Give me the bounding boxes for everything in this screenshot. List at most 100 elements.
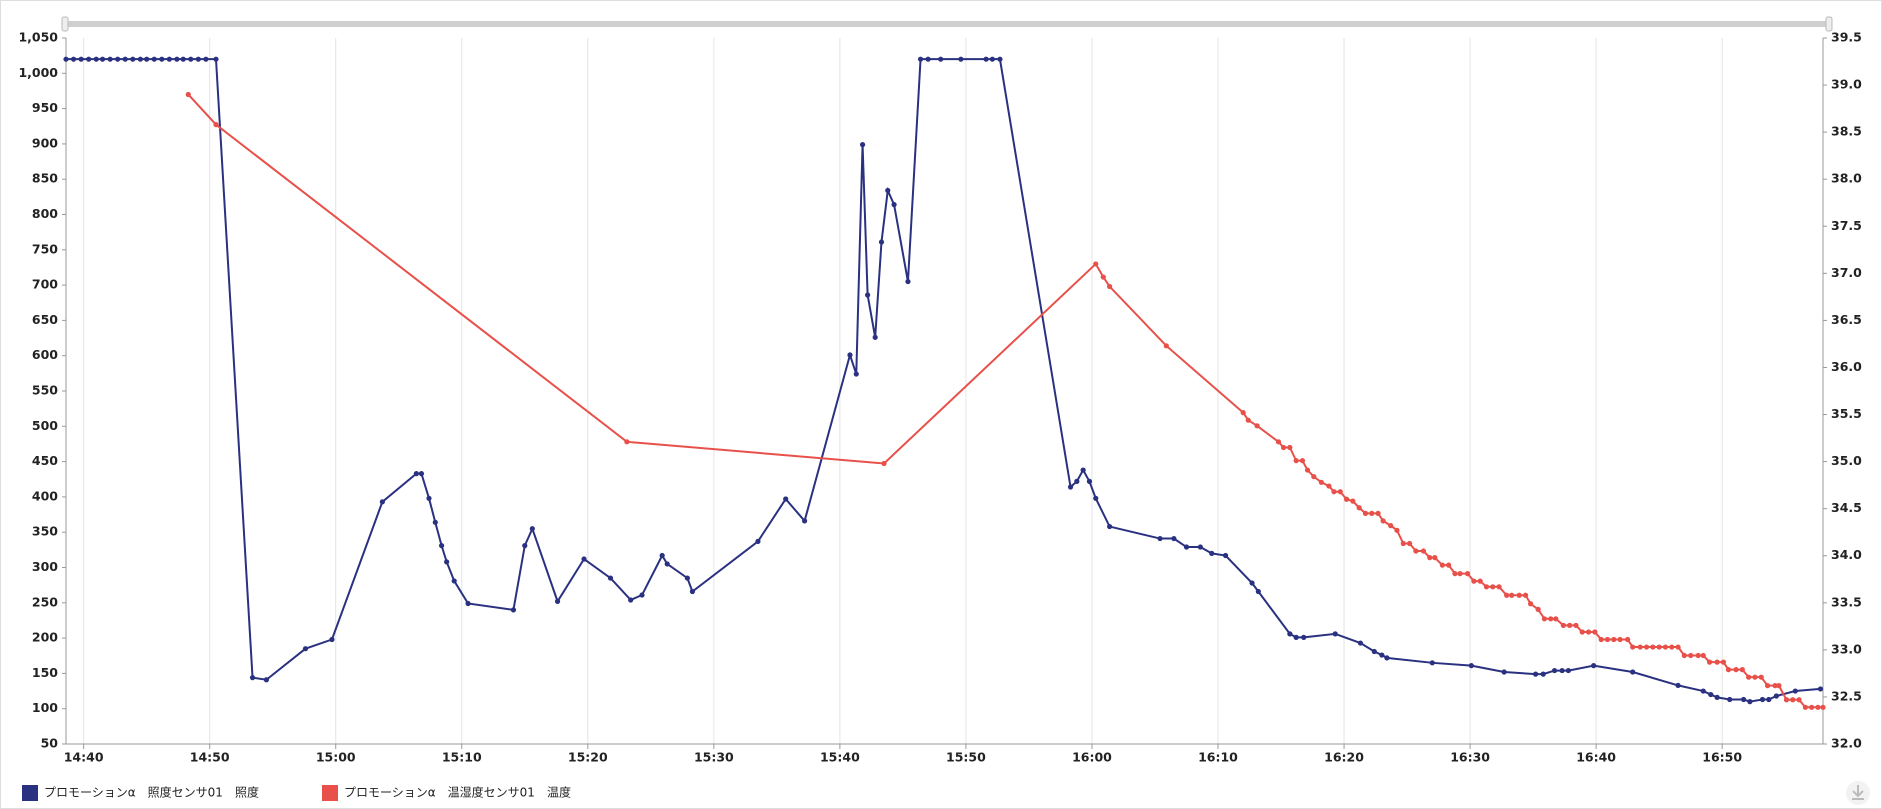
data-point bbox=[1311, 474, 1317, 480]
data-point bbox=[628, 597, 634, 603]
data-point bbox=[1304, 467, 1311, 473]
data-point bbox=[847, 352, 853, 358]
legend-swatch bbox=[22, 785, 38, 801]
data-point bbox=[859, 142, 866, 148]
y-tick-label: 50 bbox=[41, 736, 59, 751]
data-point bbox=[607, 575, 614, 581]
data-point bbox=[1540, 671, 1546, 677]
data-point bbox=[1457, 571, 1463, 577]
data-point bbox=[1080, 467, 1086, 473]
data-point bbox=[1700, 652, 1706, 659]
data-point bbox=[1551, 667, 1558, 674]
y-tick-label: 450 bbox=[32, 453, 58, 468]
data-point bbox=[1332, 631, 1338, 637]
data-point bbox=[1429, 660, 1435, 666]
data-point bbox=[1579, 629, 1585, 635]
data-point bbox=[1681, 652, 1687, 659]
x-tick-label: 15:10 bbox=[442, 750, 482, 765]
data-point bbox=[213, 122, 219, 128]
data-point bbox=[1067, 484, 1074, 490]
y2-tick-label: 37.0 bbox=[1831, 265, 1862, 280]
data-point bbox=[1527, 601, 1534, 607]
data-point bbox=[1413, 548, 1419, 554]
data-point bbox=[1369, 510, 1375, 516]
data-point bbox=[1573, 622, 1579, 628]
data-point bbox=[905, 278, 911, 285]
data-point bbox=[151, 56, 157, 62]
data-point bbox=[465, 600, 471, 607]
data-point bbox=[1375, 510, 1381, 516]
data-point bbox=[329, 636, 335, 643]
data-point bbox=[426, 495, 432, 501]
data-point bbox=[1688, 652, 1694, 659]
y2-tick-label: 34.5 bbox=[1831, 500, 1862, 515]
y2-tick-label: 39.5 bbox=[1831, 30, 1862, 45]
y-tick-label: 250 bbox=[32, 594, 58, 609]
data-point bbox=[1746, 674, 1752, 680]
data-point bbox=[1504, 592, 1510, 598]
data-point bbox=[1183, 544, 1190, 550]
data-point bbox=[144, 56, 150, 62]
data-point bbox=[1592, 629, 1598, 635]
data-point bbox=[983, 56, 989, 62]
data-point bbox=[1809, 704, 1815, 710]
data-point bbox=[137, 56, 143, 62]
data-point bbox=[1245, 417, 1251, 423]
data-point bbox=[432, 519, 438, 525]
data-point bbox=[917, 56, 924, 62]
data-point bbox=[1714, 694, 1720, 701]
data-point bbox=[418, 471, 425, 477]
data-point bbox=[1541, 616, 1548, 622]
y-tick-label: 150 bbox=[32, 665, 58, 680]
data-point bbox=[1254, 423, 1260, 429]
x-tick-label: 15:40 bbox=[820, 750, 860, 765]
data-point bbox=[1776, 683, 1782, 689]
data-point bbox=[174, 56, 180, 62]
data-point bbox=[195, 56, 201, 62]
data-point bbox=[1255, 588, 1261, 595]
data-point bbox=[664, 561, 670, 567]
data-point bbox=[1522, 592, 1529, 598]
x-tick-label: 15:20 bbox=[568, 750, 608, 765]
legend-swatch bbox=[322, 785, 338, 801]
data-point bbox=[1301, 634, 1307, 640]
y-tick-label: 550 bbox=[32, 383, 58, 398]
data-point bbox=[1516, 592, 1522, 598]
data-point bbox=[107, 56, 113, 62]
data-point bbox=[1362, 510, 1369, 516]
data-point bbox=[302, 646, 309, 652]
data-point bbox=[159, 56, 165, 62]
data-point bbox=[1400, 540, 1406, 547]
data-point bbox=[122, 56, 128, 62]
data-point bbox=[249, 675, 256, 681]
data-point bbox=[438, 543, 445, 549]
data-point bbox=[1293, 634, 1299, 640]
data-point bbox=[1650, 644, 1656, 650]
data-point bbox=[1293, 458, 1299, 464]
data-point bbox=[1471, 578, 1477, 584]
data-point bbox=[689, 588, 696, 595]
data-point bbox=[684, 575, 690, 581]
download-button[interactable] bbox=[1846, 781, 1870, 805]
data-point bbox=[1548, 616, 1554, 622]
data-point bbox=[801, 518, 808, 524]
data-point bbox=[1695, 652, 1701, 659]
slider-handle[interactable] bbox=[1825, 16, 1833, 32]
y2-tick-label: 33.0 bbox=[1831, 641, 1862, 656]
data-point bbox=[1394, 527, 1400, 533]
data-point bbox=[1617, 636, 1623, 643]
y-tick-label: 200 bbox=[32, 630, 58, 645]
data-point bbox=[1758, 674, 1764, 680]
data-point bbox=[1379, 652, 1385, 658]
data-point bbox=[1752, 674, 1758, 680]
slider-handle[interactable] bbox=[61, 16, 69, 32]
data-point bbox=[938, 56, 944, 62]
legend-label: プロモーションα 温湿度センサ01 温度 bbox=[344, 785, 571, 800]
data-point bbox=[1535, 606, 1541, 612]
data-point bbox=[1739, 667, 1745, 673]
data-point bbox=[624, 439, 630, 445]
range-slider[interactable] bbox=[66, 21, 1830, 27]
data-point bbox=[1740, 696, 1747, 703]
